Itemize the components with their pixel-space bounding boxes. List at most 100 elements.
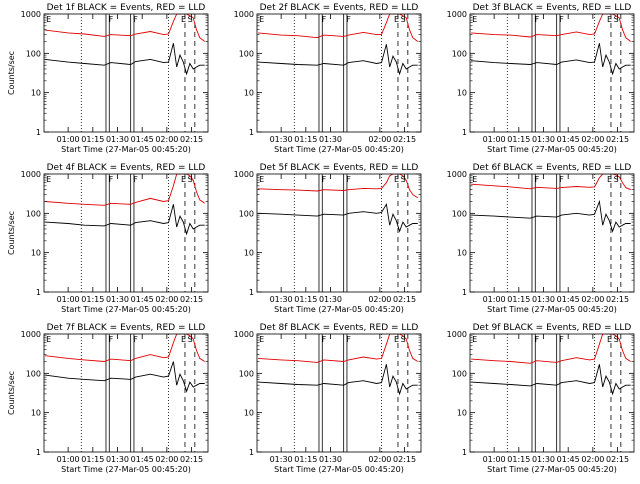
plot-frame xyxy=(256,333,422,453)
marker-label: S xyxy=(614,335,619,344)
x-tick-label: 01:15 xyxy=(294,135,317,144)
marker-label: E xyxy=(259,175,264,184)
x-tick-label: 01:15 xyxy=(81,295,104,304)
x-axis-label: Start Time (27-Mar-05 00:45:20) xyxy=(274,465,404,474)
x-tick-label: 01:30 xyxy=(319,295,342,304)
x-tick-label: 01:30 xyxy=(319,455,342,464)
y-tick-label: 100 xyxy=(452,369,467,378)
marker-label: F xyxy=(346,175,351,184)
x-tick-label: 01:45 xyxy=(131,295,154,304)
marker-label: S xyxy=(614,15,619,24)
series-line-red xyxy=(258,14,418,42)
y-tick-label: 1 xyxy=(36,288,41,297)
y-tick-label: 1000 xyxy=(234,330,254,339)
x-tick-label: 02:00 xyxy=(155,295,178,304)
series-line-black xyxy=(471,43,631,76)
series-line-black xyxy=(258,364,418,396)
x-tick-label: 01:15 xyxy=(81,455,104,464)
chart-title: Det 6f BLACK = Events, RED = LLD xyxy=(473,163,632,173)
series-line-black xyxy=(471,364,631,396)
y-tick-label: 10 xyxy=(31,89,41,98)
y-axis-label: Counts/sec xyxy=(7,211,16,255)
x-tick-label: 01:15 xyxy=(507,135,530,144)
y-tick-label: 10 xyxy=(31,249,41,258)
marker-label: E xyxy=(46,15,51,24)
marker-label: S xyxy=(188,175,193,184)
series-line-red xyxy=(258,334,418,363)
x-tick-label: 01:45 xyxy=(131,455,154,464)
detector-panel-7: Det 7f BLACK = Events, RED = LLD E F F E S 1 10… xyxy=(0,320,213,484)
marker-label: F xyxy=(322,15,327,24)
x-tick-label: 01:30 xyxy=(532,135,555,144)
x-tick-label: 01:45 xyxy=(557,455,580,464)
marker-label: S xyxy=(614,175,619,184)
x-tick-label: 02:00 xyxy=(368,295,391,304)
plot-frame xyxy=(469,13,635,133)
y-tick-label: 1 xyxy=(36,128,41,137)
chart-title: Det 5f BLACK = Events, RED = LLD xyxy=(260,163,419,173)
marker-label: E xyxy=(607,175,612,184)
x-tick-label: 02:15 xyxy=(606,455,629,464)
plot-frame xyxy=(43,13,209,133)
x-axis-label: Start Time (27-Mar-05 00:45:20) xyxy=(61,305,191,314)
marker-label: E xyxy=(394,175,399,184)
plot-frame xyxy=(469,333,635,453)
x-tick-label: 02:15 xyxy=(393,455,416,464)
y-tick-label: 1 xyxy=(36,448,41,457)
y-tick-label: 100 xyxy=(239,369,254,378)
y-tick-label: 1 xyxy=(249,128,254,137)
chart-title: Det 4f BLACK = Events, RED = LLD xyxy=(47,163,206,173)
series-line-red xyxy=(471,14,631,42)
y-tick-label: 10 xyxy=(457,89,467,98)
marker-label: F xyxy=(559,335,564,344)
marker-label: F xyxy=(559,175,564,184)
x-axis-label: Start Time (27-Mar-05 00:45:20) xyxy=(487,145,617,154)
x-tick-label: 02:15 xyxy=(393,295,416,304)
marker-label: S xyxy=(401,335,406,344)
x-axis-label: Start Time (27-Mar-05 00:45:20) xyxy=(487,465,617,474)
marker-label: F xyxy=(535,335,540,344)
marker-label: F xyxy=(535,15,540,24)
x-tick-label: 01:30 xyxy=(270,135,293,144)
marker-label: E xyxy=(259,15,264,24)
marker-label: E xyxy=(472,175,477,184)
y-tick-label: 1000 xyxy=(21,170,41,179)
y-tick-label: 10 xyxy=(244,89,254,98)
plot-frame xyxy=(43,333,209,453)
series-line-red xyxy=(45,334,205,362)
marker-label: E xyxy=(259,335,264,344)
x-tick-label: 01:45 xyxy=(131,135,154,144)
marker-label: E xyxy=(181,15,186,24)
marker-label: F xyxy=(109,335,114,344)
chart-title: Det 3f BLACK = Events, RED = LLD xyxy=(473,3,632,13)
marker-label: E xyxy=(394,15,399,24)
marker-label: F xyxy=(322,175,327,184)
x-tick-label: 02:15 xyxy=(180,455,203,464)
marker-label: F xyxy=(322,335,327,344)
x-tick-label: 01:30 xyxy=(106,455,129,464)
marker-label: F xyxy=(535,175,540,184)
y-tick-label: 100 xyxy=(452,49,467,58)
marker-label: F xyxy=(109,15,114,24)
marker-label: E xyxy=(46,175,51,184)
x-tick-label: 02:15 xyxy=(393,135,416,144)
y-tick-label: 100 xyxy=(239,49,254,58)
x-tick-label: 01:30 xyxy=(532,295,555,304)
y-tick-label: 100 xyxy=(239,209,254,218)
x-tick-label: 01:15 xyxy=(81,135,104,144)
y-axis-label: Counts/sec xyxy=(7,51,16,95)
marker-label: F xyxy=(109,175,114,184)
series-line-black xyxy=(45,361,205,393)
marker-label: F xyxy=(133,335,138,344)
series-line-red xyxy=(45,14,205,42)
marker-label: E xyxy=(394,335,399,344)
y-tick-label: 1000 xyxy=(447,330,467,339)
detector-panel-3: Det 3f BLACK = Events, RED = LLD E F F E S 1 10… xyxy=(426,0,639,164)
y-tick-label: 1000 xyxy=(234,10,254,19)
x-tick-label: 01:15 xyxy=(507,295,530,304)
y-tick-label: 10 xyxy=(244,409,254,418)
y-tick-label: 1000 xyxy=(447,170,467,179)
